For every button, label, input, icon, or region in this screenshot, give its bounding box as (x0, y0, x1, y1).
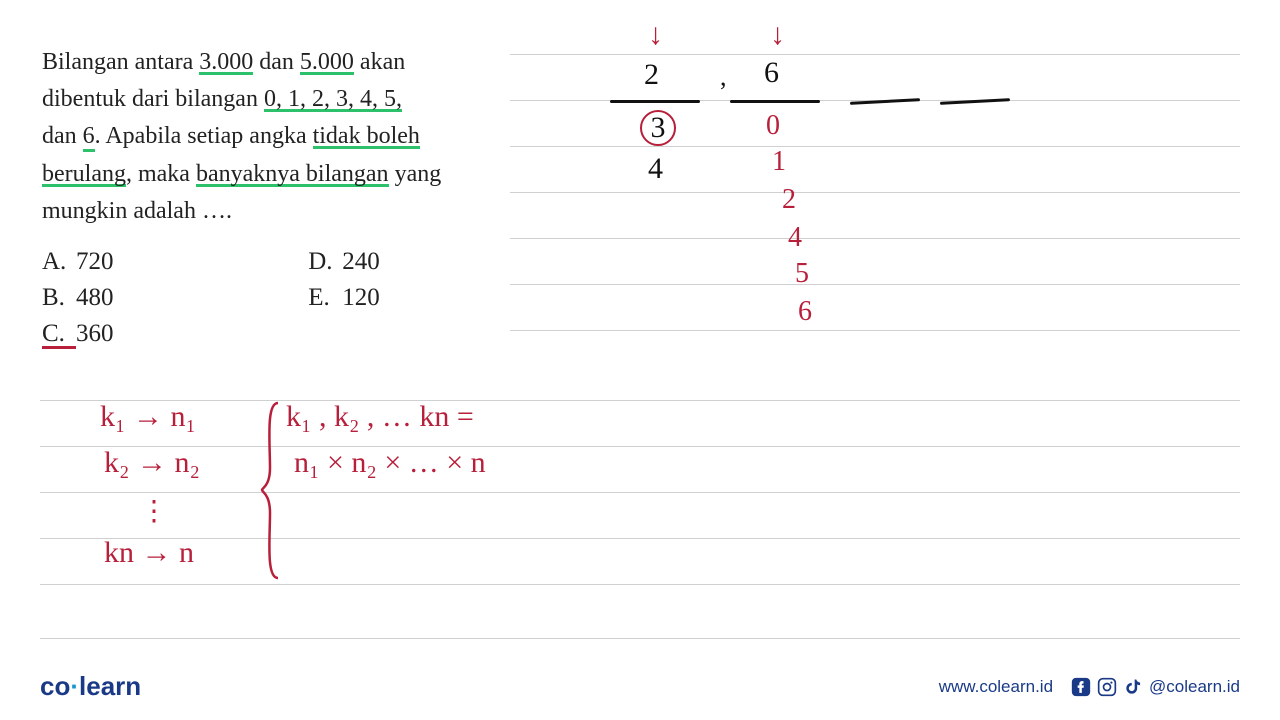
option-b-value: 480 (76, 284, 114, 311)
footer: co·learn www.colearn.id @colearn.id (0, 671, 1280, 702)
page: Bilangan antara 3.000 dan 5.000 akan dib… (0, 0, 1280, 720)
col2-candidate: 5 (795, 258, 809, 290)
footer-url: www.colearn.id (939, 677, 1053, 697)
option-d-value: 240 (342, 248, 380, 275)
option-e-value: 120 (342, 284, 380, 311)
option-c-value: 360 (76, 320, 114, 347)
brace-icon (258, 398, 288, 583)
rule-l1: k₁ → n₁ (100, 400, 196, 434)
logo-learn: learn (79, 671, 141, 701)
logo-co: co (40, 671, 70, 701)
col2-candidate: 0 (766, 110, 780, 142)
option-e: E.120 (308, 284, 380, 312)
q-six: 6 (83, 123, 95, 152)
instagram-icon (1097, 677, 1117, 697)
option-b: B.480 (42, 284, 302, 312)
slot-underline (940, 98, 1010, 105)
social-icons: @colearn.id (1071, 677, 1240, 697)
slot-sep: , (720, 62, 727, 92)
col2-candidate: 1 (772, 146, 786, 178)
rule-r2: n₁ × n₂ × … × n (294, 446, 486, 480)
q-num1: 3.000 (199, 49, 253, 78)
tiktok-icon (1123, 677, 1143, 697)
col2-candidate: 4 (788, 222, 802, 254)
footer-handle: @colearn.id (1149, 677, 1240, 697)
slot-underline (730, 100, 820, 103)
slot2-count: 6 (764, 56, 779, 90)
q-l4-yang: yang (389, 161, 442, 187)
q-l1-mid: dan (253, 49, 300, 75)
q-l3-mid: . Apabila setiap angka (95, 123, 313, 149)
slot-underline (610, 100, 700, 103)
q-l4-mid: , maka (126, 161, 196, 187)
rule-r1: k₁ , k₂ , … kn = (286, 400, 474, 434)
q-l1-pre: Bilangan antara (42, 49, 199, 75)
q-l3-pre: dan (42, 123, 83, 149)
arrow-down-icon: ↓ (648, 18, 663, 52)
slot1-count: 2 (644, 58, 659, 92)
q-num2: 5.000 (300, 49, 354, 78)
q-bb: banyaknya bilangan (196, 161, 389, 190)
rule-l4: kn → n (104, 536, 194, 570)
q-digits: 0, 1, 2, 3, 4, 5, (264, 86, 402, 115)
q-l1-post: akan (354, 49, 405, 75)
logo: co·learn (40, 671, 141, 702)
option-a-value: 720 (76, 248, 114, 275)
rule-l2: k₂ → n₂ (104, 446, 200, 480)
col1-candidate: 4 (648, 152, 663, 186)
option-c: C.360 (42, 320, 302, 349)
q-l2-pre: dibentuk dari bilangan (42, 86, 264, 112)
slot-underline (850, 98, 920, 105)
q-l5: mungkin adalah …. (42, 193, 552, 230)
option-d: D.240 (308, 248, 380, 276)
option-a: A.720 (42, 248, 302, 276)
col2-candidate: 2 (782, 184, 796, 216)
col2-candidate: 6 (798, 296, 812, 328)
circled-3: 3 (640, 110, 676, 146)
question-text: Bilangan antara 3.000 dan 5.000 akan dib… (42, 44, 552, 230)
arrow-down-icon: ↓ (770, 18, 785, 52)
col1-candidate: 3 (640, 110, 676, 146)
answer-options: A.720 B.480 C.360 D.240 E.120 (42, 248, 380, 357)
q-tb: tidak boleh (313, 123, 420, 152)
logo-dot: · (70, 671, 79, 701)
q-ber: berulang (42, 161, 126, 190)
rule-l3: ⋮ (140, 494, 168, 528)
facebook-icon (1071, 677, 1091, 697)
